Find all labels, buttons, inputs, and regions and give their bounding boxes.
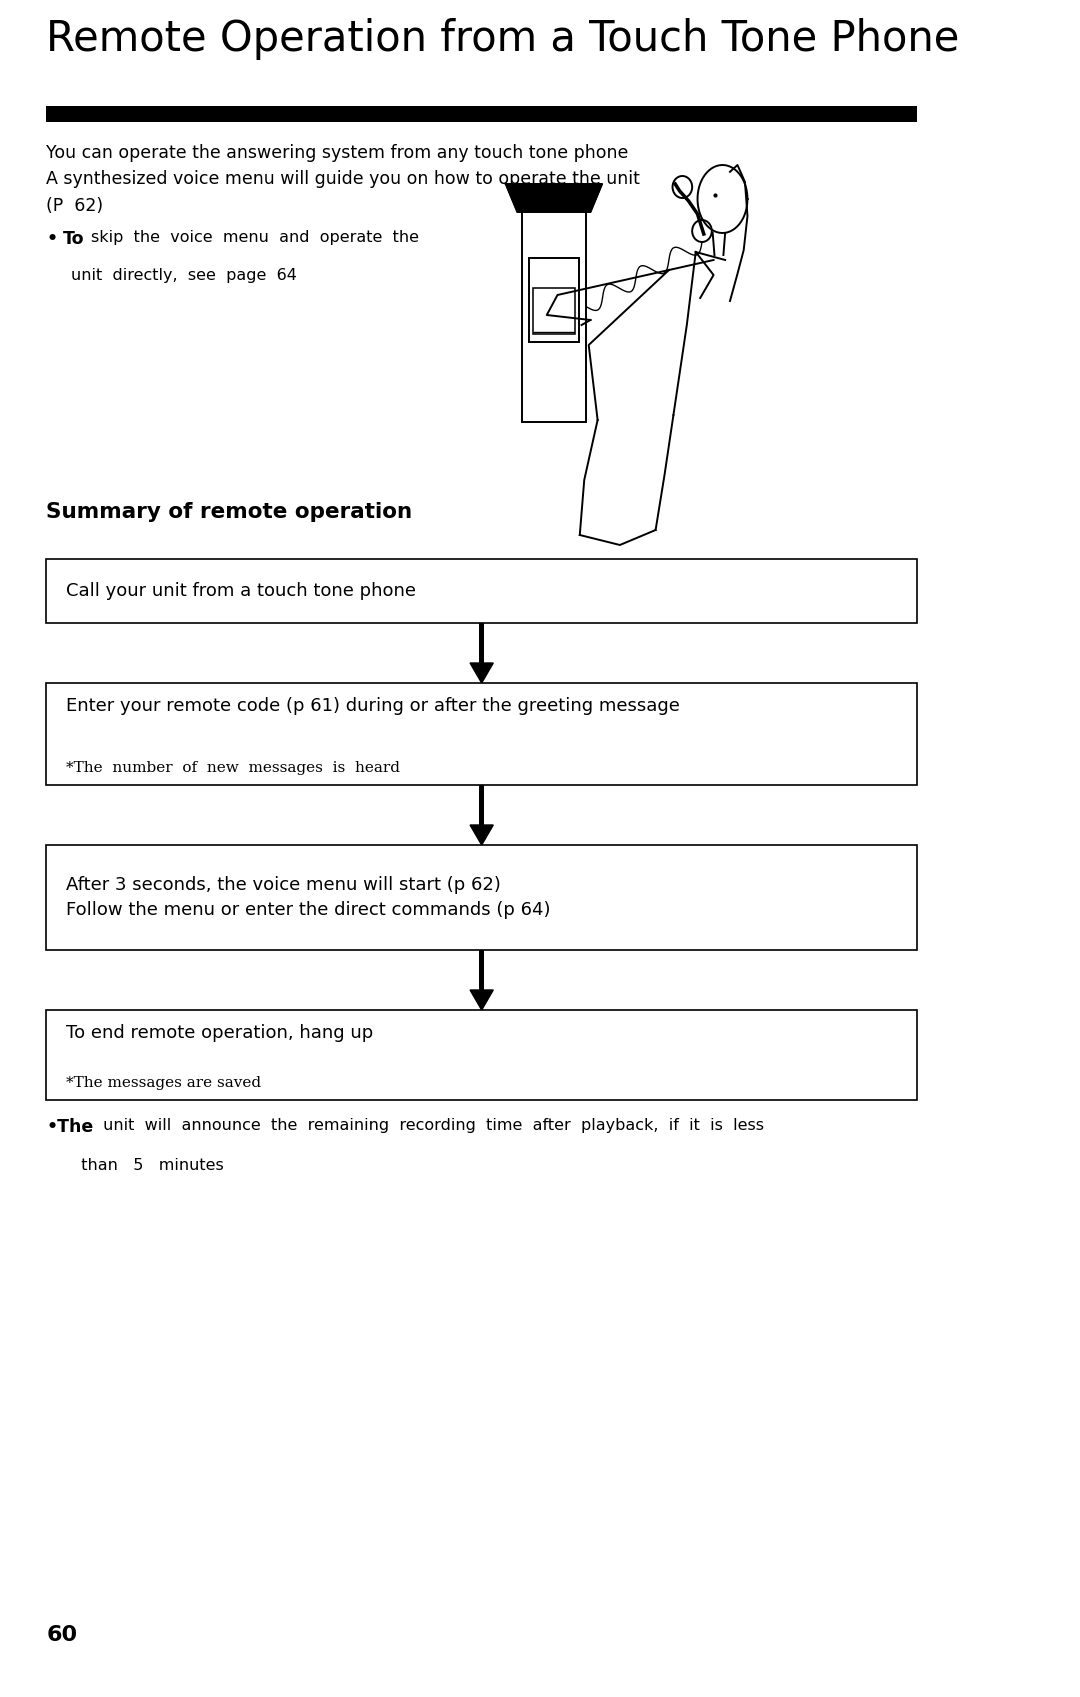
- FancyBboxPatch shape: [46, 845, 917, 950]
- Text: Call your unit from a touch tone phone: Call your unit from a touch tone phone: [66, 582, 416, 601]
- Text: Remote Operation from a Touch Tone Phone: Remote Operation from a Touch Tone Phone: [46, 19, 960, 59]
- FancyBboxPatch shape: [480, 786, 484, 825]
- Polygon shape: [470, 664, 494, 682]
- Text: To end remote operation, hang up: To end remote operation, hang up: [66, 1023, 374, 1042]
- Text: Summary of remote operation: Summary of remote operation: [46, 502, 413, 523]
- Text: unit  directly,  see  page  64: unit directly, see page 64: [71, 268, 297, 283]
- FancyBboxPatch shape: [480, 950, 484, 989]
- Text: •: •: [46, 231, 57, 248]
- Text: You can operate the answering system from any touch tone phone
A synthesized voi: You can operate the answering system fro…: [46, 144, 640, 188]
- FancyBboxPatch shape: [529, 258, 579, 343]
- FancyBboxPatch shape: [46, 1010, 917, 1100]
- Text: After 3 seconds, the voice menu will start (p 62)
Follow the menu or enter the d: After 3 seconds, the voice menu will sta…: [66, 876, 551, 920]
- Text: unit  will  announce  the  remaining  recording  time  after  playback,  if  it : unit will announce the remaining recordi…: [98, 1118, 765, 1134]
- Text: skip  the  voice  menu  and  operate  the: skip the voice menu and operate the: [91, 231, 419, 244]
- FancyBboxPatch shape: [522, 212, 586, 423]
- FancyBboxPatch shape: [532, 288, 576, 334]
- FancyBboxPatch shape: [46, 682, 917, 786]
- Polygon shape: [505, 183, 602, 212]
- Polygon shape: [470, 989, 494, 1010]
- Text: 60: 60: [46, 1626, 78, 1644]
- FancyBboxPatch shape: [46, 558, 917, 623]
- FancyBboxPatch shape: [46, 105, 917, 122]
- FancyBboxPatch shape: [480, 623, 484, 664]
- Text: •The: •The: [46, 1118, 94, 1135]
- Text: *The  number  of  new  messages  is  heard: *The number of new messages is heard: [66, 760, 400, 776]
- Text: than   5   minutes: than 5 minutes: [71, 1157, 225, 1173]
- Text: *The messages are saved: *The messages are saved: [66, 1076, 261, 1089]
- Text: (P  62): (P 62): [46, 197, 104, 216]
- Text: To: To: [63, 231, 84, 248]
- Polygon shape: [470, 825, 494, 845]
- Text: Enter your remote code (p 61) during or after the greeting message: Enter your remote code (p 61) during or …: [66, 697, 680, 714]
